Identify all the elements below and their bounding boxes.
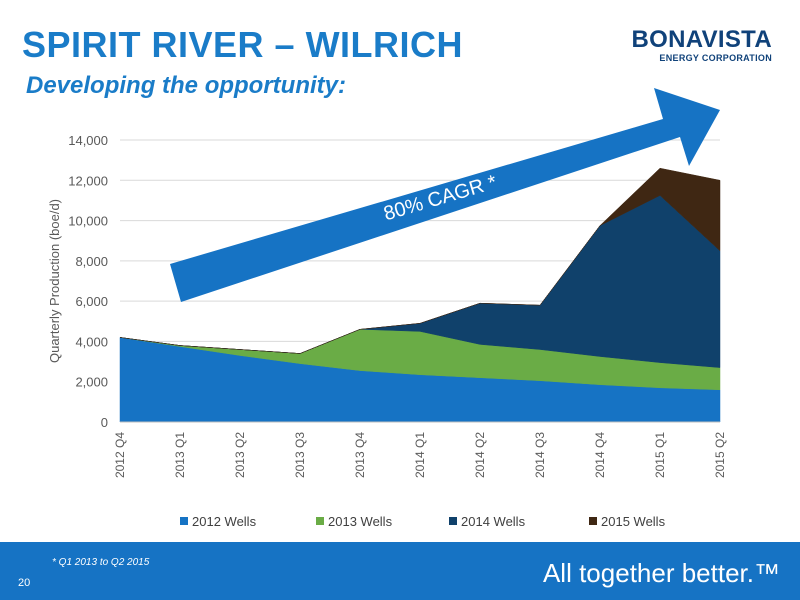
legend-label: 2015 Wells xyxy=(601,514,666,529)
y-tick-label: 6,000 xyxy=(75,294,108,309)
legend-label: 2013 Wells xyxy=(328,514,393,529)
footer-tagline: All together better.™ xyxy=(542,558,780,588)
legend-label: 2012 Wells xyxy=(192,514,257,529)
y-axis-title: Quarterly Production (boe/d) xyxy=(47,199,62,363)
logo-subtitle: ENERGY CORPORATION xyxy=(659,53,772,63)
y-tick-label: 10,000 xyxy=(68,214,108,229)
legend-swatch xyxy=(180,517,188,525)
production-chart: 0 2,000 4,000 6,000 8,000 10,000 12,000 14,000 2… xyxy=(47,88,727,529)
y-tick-label: 2,000 xyxy=(75,375,108,390)
slide-subtitle: Developing the opportunity: xyxy=(26,72,346,99)
y-tick-label: 4,000 xyxy=(75,334,108,349)
page-number: 20 xyxy=(18,577,31,589)
x-tick-label: 2014 Q3 xyxy=(533,432,547,478)
x-tick-label: 2015 Q2 xyxy=(713,432,727,478)
legend-swatch xyxy=(449,517,457,525)
company-logo: BONAVISTA ENERGY CORPORATION xyxy=(631,26,772,64)
x-tick-label: 2014 Q2 xyxy=(473,432,487,478)
x-tick-label: 2015 Q1 xyxy=(653,432,667,478)
x-tick-label: 2013 Q1 xyxy=(173,432,187,478)
x-tick-label: 2013 Q4 xyxy=(353,432,367,478)
x-tick-label: 2013 Q3 xyxy=(293,432,307,478)
legend-swatch xyxy=(589,517,597,525)
footnote: * Q1 2013 to Q2 2015 xyxy=(52,557,150,568)
y-tick-label: 8,000 xyxy=(75,254,108,269)
logo-name: BONAVISTA xyxy=(631,26,772,53)
x-tick-label: 2014 Q4 xyxy=(593,432,607,478)
series-area-2015-wells xyxy=(119,167,721,354)
cagr-arrow xyxy=(170,88,720,302)
footer-bar xyxy=(0,542,800,600)
slide-title: SPIRIT RIVER – WILRICH xyxy=(22,24,464,65)
x-tick-label: 2013 Q2 xyxy=(233,432,247,478)
legend-label: 2014 Wells xyxy=(461,514,526,529)
x-tick-label: 2014 Q1 xyxy=(413,432,427,478)
y-tick-label: 0 xyxy=(101,415,108,430)
y-tick-label: 12,000 xyxy=(68,173,108,188)
legend-swatch xyxy=(316,517,324,525)
x-tick-label: 2012 Q4 xyxy=(113,432,127,478)
y-tick-label: 14,000 xyxy=(68,133,108,148)
